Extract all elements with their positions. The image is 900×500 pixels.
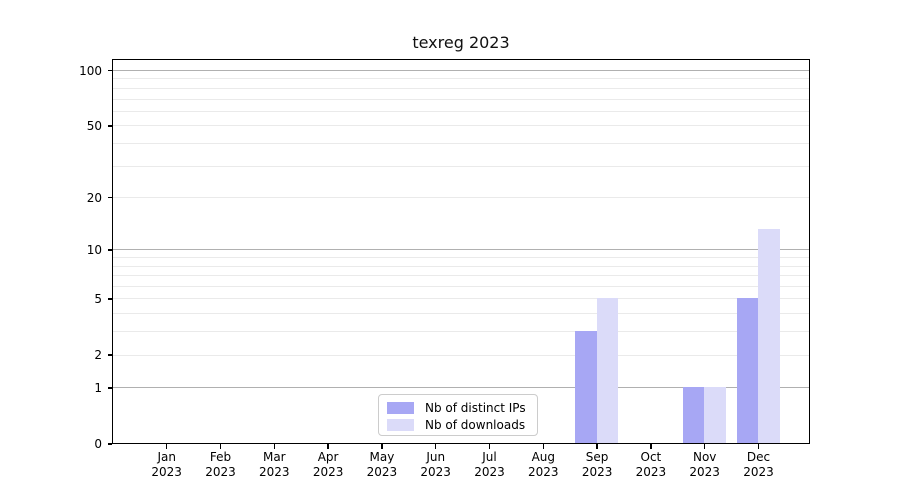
x-tick-year: 2023 [635, 465, 667, 479]
x-tick-label: Oct 2023 [619, 450, 683, 480]
gridline-minor [113, 265, 809, 267]
legend: Nb of distinct IPs Nb of downloads [378, 394, 538, 436]
x-tick-year: 2023 [420, 465, 451, 479]
bar-distinct-ips [682, 386, 705, 443]
x-tick-mark [703, 444, 706, 449]
x-tick-month: Aug [531, 450, 556, 464]
gridline-minor [113, 354, 809, 356]
gridline-minor [113, 331, 809, 333]
gridline-minor [113, 286, 809, 288]
bar-downloads [758, 229, 780, 443]
y-tick-label: 2 [94, 348, 102, 363]
x-tick-year: 2023 [474, 465, 505, 479]
y-tick-mark [107, 443, 112, 445]
y-tick-mark [107, 196, 112, 199]
y-tick-mark [107, 354, 112, 356]
x-tick-mark [757, 444, 760, 449]
legend-item-distinct-ips: Nb of distinct IPs [379, 399, 537, 416]
y-tick-mark [107, 249, 112, 251]
x-tick-mark [434, 444, 437, 449]
x-tick-year: 2023 [689, 465, 720, 479]
gridline-minor [113, 313, 809, 315]
gridline-minor [113, 110, 809, 112]
gridline-major [113, 249, 809, 251]
bar-distinct-ips [736, 298, 758, 443]
x-tick-month: Jul [482, 450, 497, 464]
y-tick-label: 100 [79, 63, 102, 78]
x-tick-mark [273, 444, 276, 449]
x-tick-mark [650, 444, 652, 449]
y-tick-label: 20 [86, 190, 102, 205]
x-tick-year: 2023 [259, 465, 290, 479]
plot-area [112, 59, 810, 444]
x-tick-year: 2023 [743, 465, 774, 479]
y-tick-mark [107, 69, 112, 72]
x-tick-year: 2023 [366, 465, 398, 479]
x-tick-label: May 2023 [350, 450, 414, 480]
gridline-minor [113, 275, 809, 277]
x-tick-month: Apr [317, 450, 339, 464]
x-tick-label: Sep 2023 [565, 450, 629, 480]
legend-label-downloads: Nb of downloads [425, 417, 526, 432]
x-tick-mark [488, 444, 491, 449]
x-tick-label: Feb 2023 [189, 450, 253, 480]
y-tick-label: 5 [94, 291, 102, 306]
x-tick-label: Jun 2023 [404, 450, 468, 480]
x-tick-year: 2023 [528, 465, 559, 479]
y-tick-label: 1 [94, 380, 102, 395]
y-tick-label: 0 [94, 437, 102, 451]
y-tick-mark [107, 298, 112, 300]
x-tick-month: Feb [209, 450, 232, 464]
x-tick-month: Nov [692, 450, 717, 464]
x-tick-mark [219, 444, 222, 449]
gridline-minor [113, 125, 809, 127]
x-tick-mark [165, 444, 168, 449]
x-tick-year: 2023 [151, 465, 182, 479]
x-tick-year: 2023 [205, 465, 236, 479]
bar-downloads [596, 298, 619, 443]
y-tick-mark [107, 387, 112, 389]
x-tick-label: Dec 2023 [727, 450, 791, 480]
x-tick-month: Dec [746, 450, 771, 464]
x-tick-month: Jun [426, 450, 446, 464]
gridline-major [113, 70, 809, 71]
x-tick-mark [327, 444, 329, 449]
gridline-minor [113, 78, 809, 80]
x-tick-mark [381, 444, 383, 449]
bar-downloads [704, 386, 726, 443]
legend-label-distinct-ips: Nb of distinct IPs [425, 400, 526, 415]
gridline-minor [113, 257, 809, 259]
x-tick-month: Mar [262, 450, 286, 464]
y-tick-label: 10 [86, 242, 102, 257]
x-tick-mark [542, 444, 545, 449]
x-tick-year: 2023 [581, 465, 613, 479]
x-tick-month: Oct [640, 450, 662, 464]
x-tick-month: Jan [157, 450, 176, 464]
x-tick-label: Mar 2023 [242, 450, 306, 480]
x-tick-label: Jul 2023 [458, 450, 522, 480]
x-tick-month: May [369, 450, 395, 464]
bar-distinct-ips [575, 330, 597, 443]
x-tick-label: Aug 2023 [511, 450, 575, 480]
gridline-minor [113, 165, 809, 167]
legend-swatch-distinct-ips [387, 401, 414, 414]
x-tick-mark [596, 444, 598, 449]
x-tick-month: Sep [585, 450, 609, 464]
chart-title: texreg 2023 [412, 33, 510, 52]
x-tick-year: 2023 [312, 465, 344, 479]
x-tick-label: Nov 2023 [673, 450, 737, 480]
y-tick-mark [107, 125, 112, 127]
x-tick-label: Jan 2023 [135, 450, 199, 480]
gridline-minor [113, 142, 809, 144]
gridline-minor [113, 98, 809, 100]
x-tick-label: Apr 2023 [296, 450, 360, 480]
gridline-minor [113, 197, 809, 199]
gridline-major [113, 387, 809, 389]
legend-swatch-downloads [387, 418, 414, 431]
gridline-minor [113, 298, 809, 300]
y-tick-label: 50 [86, 118, 102, 133]
legend-item-downloads: Nb of downloads [379, 416, 537, 433]
gridline-minor [113, 87, 809, 89]
